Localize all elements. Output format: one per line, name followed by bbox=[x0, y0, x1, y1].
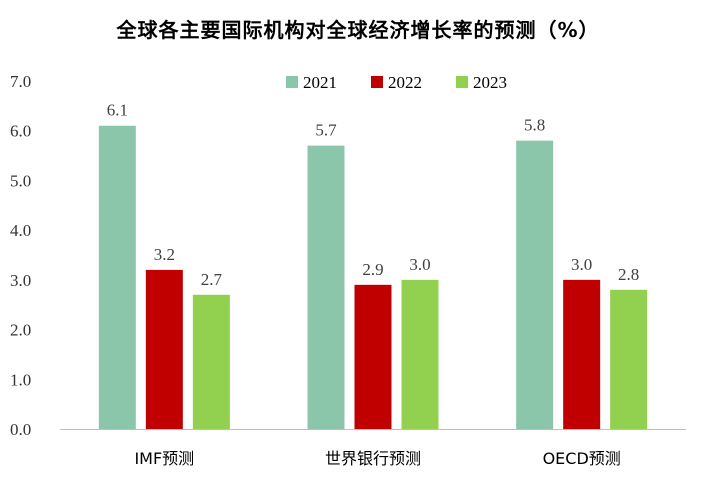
data-label: 2.9 bbox=[362, 260, 383, 279]
y-tick-label: 5.0 bbox=[10, 171, 31, 190]
data-label: 5.8 bbox=[524, 116, 545, 135]
data-label: 3.0 bbox=[409, 255, 430, 274]
bar-2022-2 bbox=[563, 279, 601, 429]
y-tick-label: 6.0 bbox=[10, 122, 31, 141]
y-tick-label: 3.0 bbox=[10, 271, 31, 290]
x-category-label: OECD预测 bbox=[543, 449, 621, 468]
legend-swatch-2022 bbox=[371, 76, 383, 88]
legend-label: 2023 bbox=[473, 73, 507, 92]
legend-swatch-2021 bbox=[286, 76, 298, 88]
legend-label: 2022 bbox=[388, 73, 422, 92]
legend-swatch-2023 bbox=[456, 76, 468, 88]
bar-2022-1 bbox=[354, 284, 392, 429]
y-tick-label: 1.0 bbox=[10, 370, 31, 389]
bar-2023-0 bbox=[192, 294, 230, 429]
legend-label: 2021 bbox=[303, 73, 337, 92]
legend: 2021 2022 2023 bbox=[286, 73, 507, 92]
bar-2021-2 bbox=[516, 140, 554, 429]
y-axis-ticks: 0.0 1.0 2.0 3.0 4.0 5.0 6.0 7.0 bbox=[10, 72, 31, 439]
x-category-label: IMF预测 bbox=[134, 449, 194, 468]
bar-2021-0 bbox=[98, 125, 136, 429]
bar-2023-1 bbox=[401, 279, 439, 429]
y-tick-label: 0.0 bbox=[10, 420, 31, 439]
x-category-label: 世界银行预测 bbox=[325, 449, 421, 468]
data-label: 5.7 bbox=[315, 121, 337, 140]
chart-title: 全球各主要国际机构对全球经济增长率的预测（%） bbox=[116, 18, 600, 42]
y-tick-label: 4.0 bbox=[10, 221, 31, 240]
data-label: 2.7 bbox=[201, 270, 223, 289]
data-labels: 6.1 3.2 2.7 5.7 2.9 3.0 5.8 3.0 2.8 bbox=[107, 101, 640, 289]
bar-2023-2 bbox=[610, 289, 648, 429]
x-axis: IMF预测 世界银行预测 OECD预测 bbox=[60, 429, 686, 468]
data-label: 3.2 bbox=[154, 245, 175, 264]
y-tick-label: 2.0 bbox=[10, 321, 31, 340]
bar-2021-1 bbox=[307, 145, 345, 429]
data-label: 2.8 bbox=[618, 265, 639, 284]
bar-2022-0 bbox=[145, 269, 183, 429]
data-label: 6.1 bbox=[107, 101, 128, 120]
bars bbox=[98, 125, 648, 429]
data-label: 3.0 bbox=[571, 255, 592, 274]
y-tick-label: 7.0 bbox=[10, 72, 31, 91]
